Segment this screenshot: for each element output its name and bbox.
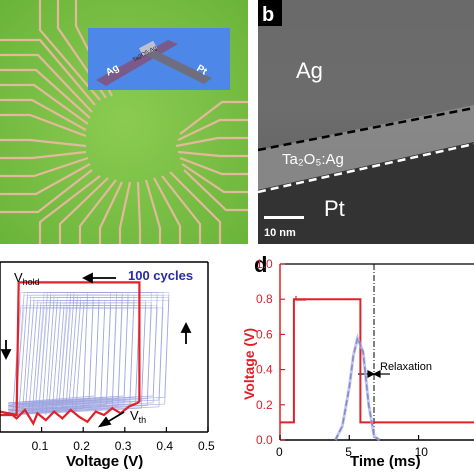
cycles-chart: 0.1 0.2 0.3 0.4 0.5 Voltage (V) 100 cycles V… [0, 261, 215, 470]
cycle-trace [8, 292, 117, 409]
cycle-trace [8, 294, 158, 404]
cycle-trace [8, 297, 164, 408]
relaxation-label: Relaxation [380, 361, 432, 373]
c-x-axis-label: Voltage (V) [66, 453, 143, 470]
panel-b-tem-image: b Ag Ta₂O₅:Ag Pt 10 nm [258, 0, 474, 244]
cycle-trace [8, 292, 123, 406]
cycle-trace [8, 299, 170, 412]
d-x-tick-label: 0 [276, 445, 283, 459]
c-x-tick-label: 0.1 [32, 439, 49, 453]
cycle-traces [8, 292, 170, 416]
panel-a-optical-image: Ag Pt Ta2O5:Ag [0, 0, 248, 244]
cycle-trace [8, 297, 94, 413]
cycle-trace [8, 292, 170, 405]
cycle-trace [8, 307, 152, 406]
panel-b-label: b [262, 4, 274, 26]
direction-arrows [0, 272, 192, 428]
d-y-axis-label: Voltage (V) [241, 328, 257, 400]
d-y-tick-label: 0.8 [256, 292, 273, 306]
cycle-trace [8, 297, 123, 406]
panel-d-label: d [254, 252, 267, 277]
panel-b-label-box [258, 0, 282, 26]
c-x-tick-label: 0.5 [198, 439, 215, 453]
c-x-tick-label: 0.3 [115, 439, 132, 453]
d-y-tick-label: 0.4 [256, 363, 273, 377]
c-x-tick-label: 0.4 [156, 439, 173, 453]
pt-region-label: Pt [324, 196, 345, 221]
panel-c-chart: 0.1 0.2 0.3 0.4 0.5 Voltage (V) 100 cycles V… [0, 252, 232, 474]
d-x-tick-label: 5 [345, 445, 352, 459]
cycles-label: 100 cycles [128, 268, 193, 283]
response-band [334, 332, 381, 442]
scale-bar-label: 10 nm [264, 227, 296, 239]
electrode-lines [0, 0, 248, 244]
cycle-trace [8, 302, 135, 414]
d-y-tick-label: 1.0 [256, 257, 273, 271]
ag-region-label: Ag [296, 58, 323, 83]
cycle-trace [8, 294, 123, 413]
scale-bar [264, 216, 304, 219]
vhold-label: Vhold [14, 270, 40, 287]
d-y-tick-label: 0.6 [256, 327, 273, 341]
voltage-pulse-line [280, 298, 474, 424]
tem-image: b Ag Ta₂O₅:Ag Pt 10 nm [258, 0, 474, 244]
vth-label: Vth [130, 408, 146, 425]
highlighted-cycle-line [0, 281, 141, 426]
panel-d-chart: d Voltage (V) Time (ms) 1.0 0.8 0.6 0.4 0.2 0… [240, 252, 474, 474]
cycle-trace [8, 302, 94, 413]
d-x-axis-label: Time (ms) [350, 453, 421, 470]
voltage-time-chart: d Voltage (V) Time (ms) 1.0 0.8 0.6 0.4 0.2 0… [241, 252, 474, 470]
cycle-trace [8, 294, 164, 414]
d-x-tick-label: 10 [415, 445, 429, 459]
c-x-tick-label: 0.2 [73, 439, 90, 453]
oxide-layer-label: Ta₂O₅:Ag [282, 151, 344, 168]
red-axis-arrow [295, 296, 306, 301]
d-y-tick-label: 0.0 [256, 433, 273, 447]
d-y-tick-label: 0.2 [256, 398, 273, 412]
cycle-trace [8, 292, 152, 413]
ag-interface-line [258, 106, 474, 152]
pt-interface-line [258, 142, 474, 194]
cycle-trace [8, 292, 158, 410]
cycle-trace [8, 307, 146, 409]
optical-image: Ag Pt Ta2O5:Ag [0, 0, 248, 244]
